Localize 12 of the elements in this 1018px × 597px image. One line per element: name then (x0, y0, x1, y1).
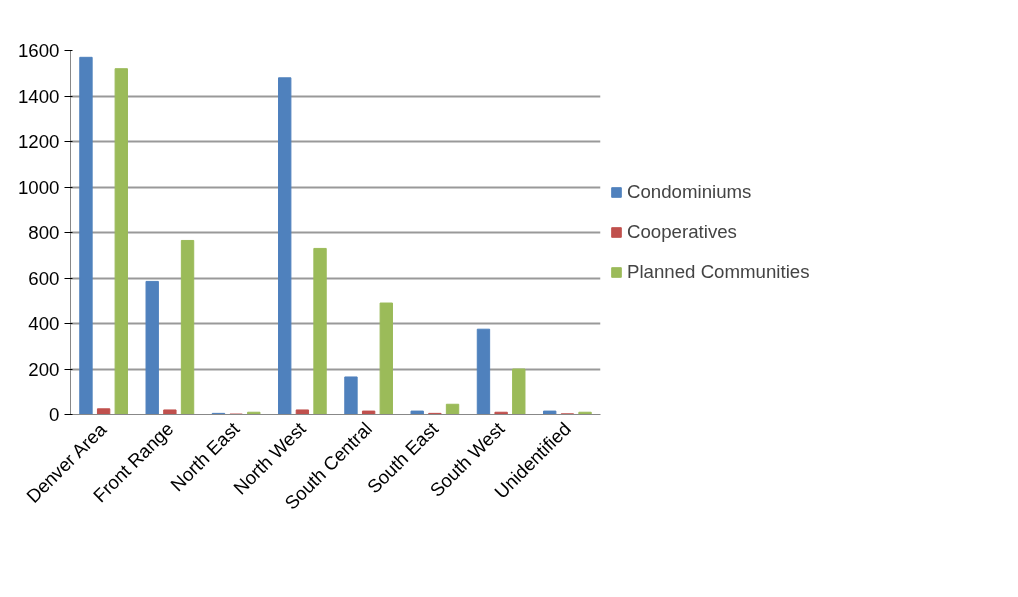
legend-label: Planned Communities (627, 261, 810, 283)
y-tick-label: 1400 (18, 85, 60, 107)
y-tick-label: 1000 (18, 176, 60, 198)
legend-label: Condominiums (627, 181, 752, 203)
y-tick-label: 800 (28, 222, 60, 243)
y-tick-label: 200 (28, 358, 60, 380)
y-tick-label: 1200 (18, 131, 60, 152)
y-tick-label: 600 (28, 267, 60, 289)
y-tick-label: 0 (49, 404, 60, 425)
y-tick-label: 1600 (18, 40, 60, 61)
y-tick-label: 400 (28, 313, 60, 334)
legend-label: Cooperatives (627, 221, 737, 243)
